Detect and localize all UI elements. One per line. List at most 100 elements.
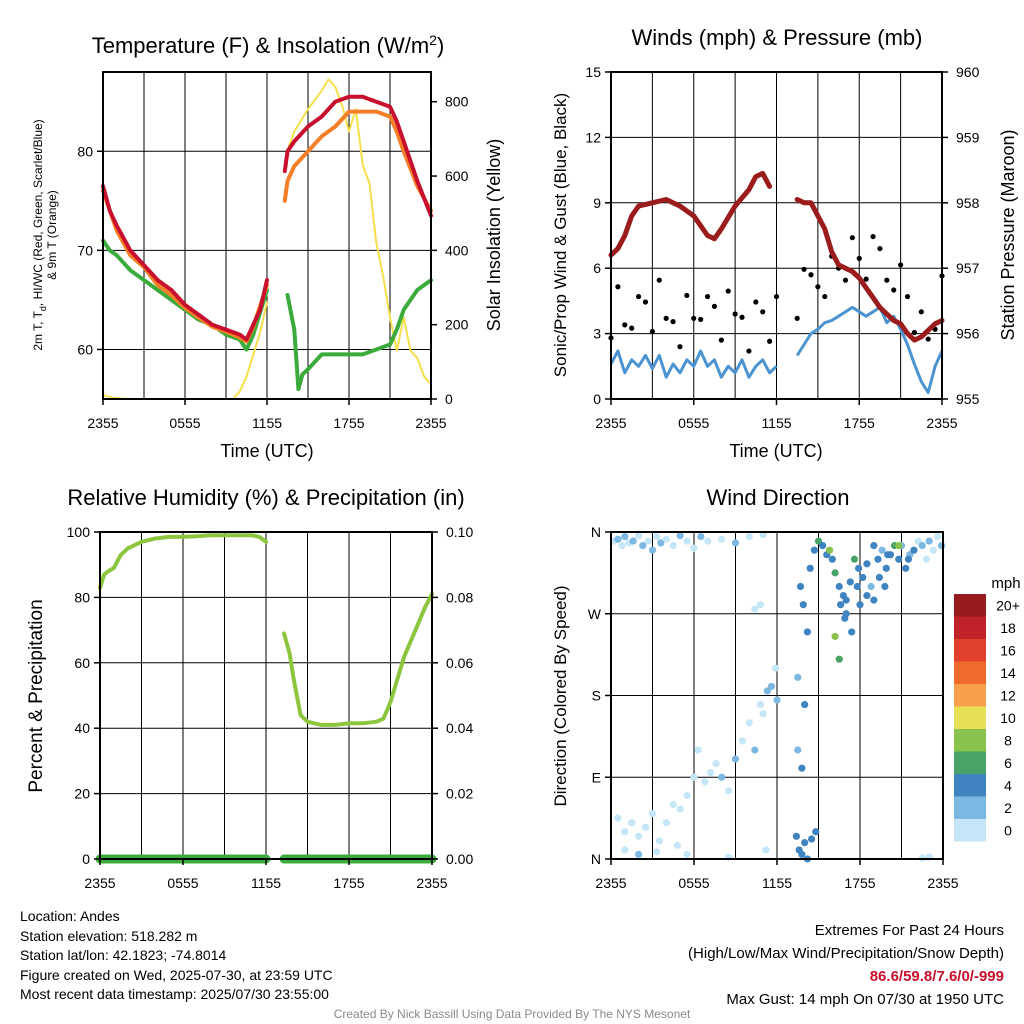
direction-point [676, 532, 684, 540]
gust-point [760, 309, 766, 315]
humidity-panel: Relative Humidity (%) & Precipitation (i… [26, 485, 473, 891]
y-tick-label: 100 [67, 524, 91, 540]
direction-point [831, 632, 839, 641]
y-tick-label: 20 [74, 786, 90, 802]
wind-speed-legend-title: mph [991, 575, 1020, 592]
direction-point [799, 601, 807, 609]
gust-point [856, 255, 862, 261]
gust-point [718, 337, 724, 343]
legend-label: 0 [1004, 822, 1012, 838]
station-location: Location: Andes [20, 908, 120, 924]
y-tick-label: 0 [593, 391, 601, 407]
direction-point [648, 546, 657, 554]
gust-point [884, 277, 890, 283]
gust-point [622, 322, 628, 328]
gust-point [615, 284, 621, 290]
x-tick-label: 2355 [927, 875, 958, 891]
direction-point [756, 700, 765, 709]
gust-point [925, 336, 931, 342]
max-gust: Max Gust: 14 mph On 07/30 at 1950 UTC [726, 991, 1004, 1008]
direction-point [867, 582, 875, 591]
legend-label: 8 [1004, 732, 1012, 748]
direction-point [690, 773, 698, 781]
wind-direction-y-axis-label: Direction (Colored By Speed) [551, 585, 570, 806]
y2-tick-label: 955 [956, 391, 980, 407]
direction-point [863, 591, 871, 600]
y2-tick-label: 956 [956, 326, 980, 342]
gust-point [670, 319, 676, 325]
x-tick-label: 0555 [678, 415, 709, 431]
gust-point [773, 293, 780, 300]
series-line-2m-t [101, 94, 433, 342]
x-tick-label: 0555 [678, 875, 709, 891]
direction-point [841, 614, 849, 622]
gust-point [746, 348, 752, 354]
humidity-y-axis-label: Percent & Precipitation [26, 599, 47, 792]
gust-point [663, 315, 669, 321]
direction-point [639, 542, 647, 550]
y-tick-label: 60 [74, 655, 90, 671]
direction-point [745, 719, 753, 727]
legend-label: 18 [1000, 620, 1016, 636]
wind-direction-grid [611, 532, 943, 859]
direction-point [812, 828, 820, 836]
gust-point [677, 344, 683, 350]
winds-y-axis-label: Sonic/Prop Wind & Gust (Blue, Black) [551, 93, 570, 377]
y2-tick-label: 600 [445, 168, 469, 184]
direction-point [641, 823, 650, 831]
winds-series [608, 170, 945, 394]
legend-label: 2 [1004, 800, 1012, 816]
humidity-tick-labels: 2355 0555 1155 1755 2355 0 20 40 60 80 100 0.00 0.02… [67, 524, 474, 891]
winds-panel: Winds (mph) & Pressure (mb) 2355 0555 1155… [551, 25, 1018, 461]
direction-point [925, 537, 933, 545]
x-tick-label: 1155 [762, 875, 792, 891]
y-tick-label: 40 [74, 720, 90, 736]
y2-tick-label: 959 [956, 129, 980, 145]
credit-line: Created By Nick Bassill Using Data Provi… [333, 1007, 691, 1021]
direction-point [653, 532, 661, 541]
series-line-pressure [608, 170, 945, 343]
direction-point [683, 791, 691, 800]
legend-swatch [954, 594, 986, 617]
direction-point [673, 841, 682, 849]
direction-point [644, 537, 652, 545]
direction-point [669, 542, 677, 550]
x-tick-label: 2355 [87, 415, 118, 431]
gust-point [649, 328, 655, 335]
direction-point [794, 673, 802, 681]
y-tick-label: W [588, 606, 602, 622]
temperature-y-axis-label-line2: & 9m T (Orange) [45, 190, 59, 280]
x-tick-label: 2355 [415, 415, 446, 431]
direction-point [628, 819, 636, 827]
direction-point [751, 605, 759, 613]
legend-label: 14 [1000, 665, 1016, 681]
gust-point [842, 277, 849, 283]
legend-label: 12 [1000, 687, 1016, 703]
y2-tick-label: 0.00 [446, 851, 473, 867]
gust-point [904, 293, 911, 300]
legend-label: 6 [1004, 755, 1012, 771]
direction-point [922, 555, 931, 563]
direction-point [806, 564, 814, 572]
gust-point [629, 325, 635, 331]
direction-point [683, 850, 691, 859]
y2-tick-label: 960 [956, 64, 980, 80]
x-tick-label: 0555 [169, 415, 200, 431]
extremes-values: 86.6/59.8/7.6/0/-999 [869, 968, 1004, 985]
legend-label: 10 [1000, 710, 1016, 726]
y-tick-label: N [591, 524, 601, 540]
winds-title: Winds (mph) & Pressure (mb) [632, 25, 923, 50]
direction-point [745, 532, 753, 541]
direction-point [835, 582, 843, 591]
direction-point [803, 628, 812, 636]
direction-point [874, 555, 882, 563]
direction-point [669, 800, 677, 809]
direction-point [621, 532, 629, 541]
direction-point [704, 537, 712, 545]
wind-direction-panel: Wind Direction 2355 0555 1155 1755 2355 N E S W N… [551, 485, 1021, 891]
x-tick-label: 1755 [844, 415, 875, 431]
extremes-title: Extremes For Past 24 Hours [814, 922, 1004, 939]
gust-point [815, 284, 821, 290]
direction-point [848, 628, 856, 636]
